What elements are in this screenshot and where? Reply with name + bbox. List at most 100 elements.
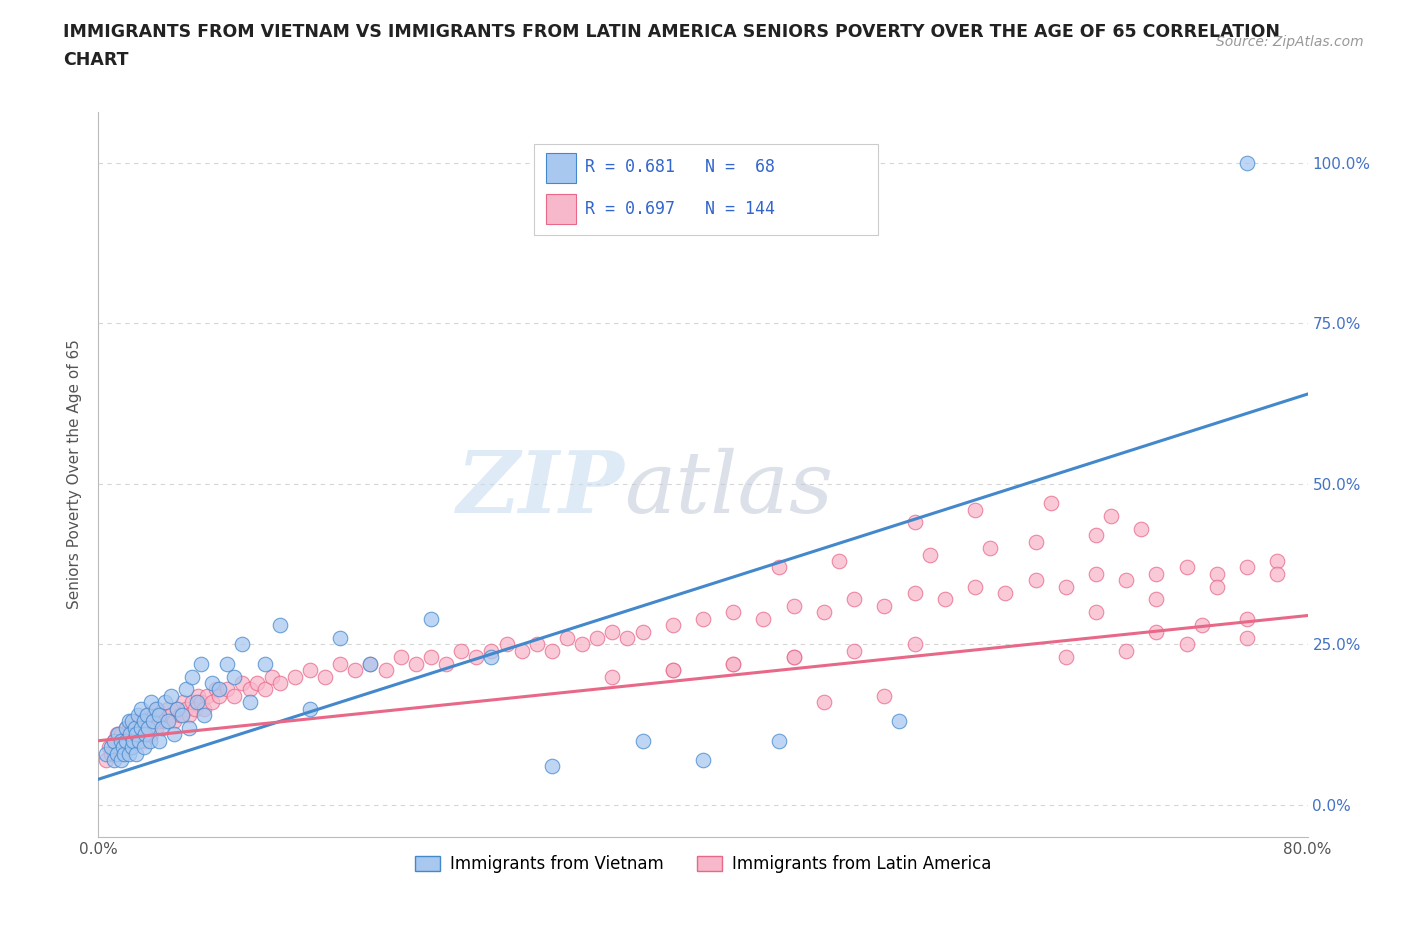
Point [495, 637, 517, 652]
Point [141, 695, 163, 710]
Point [169, 708, 191, 723]
Point [100, 746, 122, 761]
Point [120, 727, 142, 742]
Point [190, 695, 212, 710]
Point [1191, 618, 1213, 632]
Point [114, 721, 136, 736]
Point [125, 727, 148, 742]
Point [150, 708, 173, 723]
Point [692, 752, 714, 767]
Point [127, 708, 149, 723]
Point [389, 650, 412, 665]
Point [122, 727, 145, 742]
Point [1099, 509, 1122, 524]
Point [179, 708, 201, 723]
Point [215, 682, 238, 697]
Point [1130, 522, 1153, 537]
Point [723, 657, 745, 671]
Point [602, 669, 624, 684]
Point [239, 682, 262, 697]
Point [114, 733, 136, 748]
Point [904, 637, 927, 652]
Point [170, 708, 193, 723]
Point [105, 727, 128, 742]
Point [104, 739, 127, 754]
Point [128, 733, 150, 748]
Point [112, 746, 135, 761]
Point [231, 675, 253, 690]
Point [752, 611, 775, 626]
Point [904, 586, 927, 601]
Point [360, 657, 382, 671]
Point [114, 721, 136, 736]
Point [166, 701, 188, 716]
Point [1267, 566, 1289, 581]
FancyBboxPatch shape [534, 144, 879, 235]
Point [540, 759, 562, 774]
Point [108, 739, 131, 754]
Point [186, 695, 208, 710]
Point [224, 688, 246, 703]
Point [450, 644, 472, 658]
Point [139, 721, 162, 736]
Point [103, 752, 125, 767]
Point [128, 714, 150, 729]
Point [145, 721, 167, 736]
Point [136, 721, 159, 736]
Legend: Immigrants from Vietnam, Immigrants from Latin America: Immigrants from Vietnam, Immigrants from… [408, 848, 998, 880]
Point [190, 657, 212, 671]
Point [142, 708, 165, 723]
Point [114, 733, 136, 748]
Point [124, 721, 146, 736]
Point [1039, 496, 1062, 511]
Point [1236, 611, 1258, 626]
Point [125, 721, 148, 736]
Point [768, 560, 790, 575]
Point [205, 682, 228, 697]
Point [253, 682, 276, 697]
Point [112, 739, 135, 754]
Point [360, 657, 382, 671]
Point [160, 708, 183, 723]
Point [118, 721, 141, 736]
Text: CHART: CHART [63, 51, 129, 69]
Point [145, 701, 167, 716]
Point [195, 688, 218, 703]
Point [129, 701, 152, 716]
Point [420, 650, 443, 665]
Point [1085, 604, 1108, 619]
Point [661, 618, 683, 632]
Point [132, 739, 155, 754]
Point [141, 727, 163, 742]
Point [122, 733, 145, 748]
Point [110, 733, 132, 748]
Point [1085, 566, 1108, 581]
Point [132, 714, 155, 729]
Point [1206, 566, 1229, 581]
Point [153, 714, 176, 729]
Point [1175, 560, 1198, 575]
Point [1175, 637, 1198, 652]
Point [284, 669, 307, 684]
Point [314, 669, 336, 684]
Point [813, 604, 835, 619]
Point [174, 682, 197, 697]
Point [1144, 624, 1167, 639]
Point [179, 721, 201, 736]
Point [100, 739, 122, 754]
Point [844, 644, 866, 658]
Point [571, 637, 593, 652]
Text: R = 0.681   N =  68: R = 0.681 N = 68 [585, 158, 775, 177]
Point [135, 708, 157, 723]
Point [107, 727, 129, 742]
Point [965, 579, 987, 594]
Point [904, 515, 927, 530]
Point [172, 695, 194, 710]
Point [201, 695, 224, 710]
Text: R = 0.697   N = 144: R = 0.697 N = 144 [585, 200, 775, 218]
Point [148, 714, 170, 729]
Point [132, 714, 155, 729]
Point [269, 675, 291, 690]
Point [979, 540, 1001, 555]
Point [163, 727, 186, 742]
